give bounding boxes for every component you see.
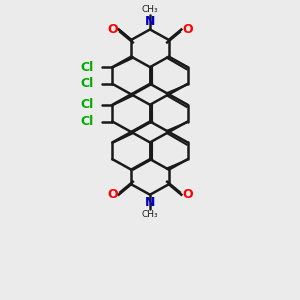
Text: N: N <box>145 15 155 28</box>
Text: CH₃: CH₃ <box>142 5 158 14</box>
Text: Cl: Cl <box>80 115 94 128</box>
Text: Cl: Cl <box>80 77 94 90</box>
Text: Cl: Cl <box>80 61 94 74</box>
Text: O: O <box>182 23 193 36</box>
Text: N: N <box>145 196 155 209</box>
Text: O: O <box>107 188 118 201</box>
Text: O: O <box>107 23 118 36</box>
Text: O: O <box>182 188 193 201</box>
Text: Cl: Cl <box>80 98 94 111</box>
Text: CH₃: CH₃ <box>142 210 158 219</box>
